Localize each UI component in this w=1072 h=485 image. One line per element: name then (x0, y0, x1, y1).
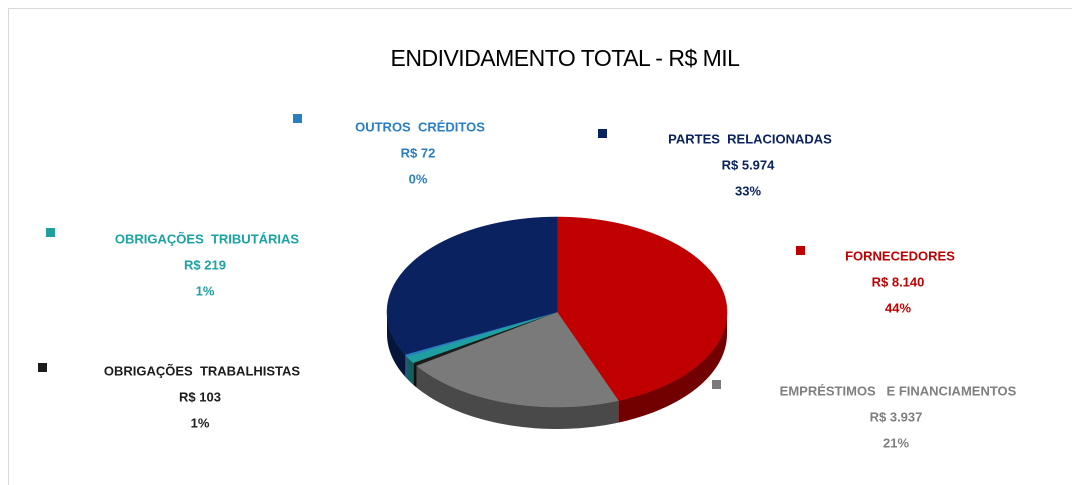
percent-label: 21% (883, 435, 909, 450)
legend-marker (796, 246, 805, 255)
legend-marker (38, 363, 47, 372)
legend-marker (46, 228, 55, 237)
value-label: R$ 103 (179, 389, 221, 404)
category-label: OBRIGAÇÕES TRIBUTÁRIAS (115, 231, 300, 246)
percent-label: 44% (885, 300, 911, 315)
pie-side (416, 365, 619, 429)
pie-side (618, 312, 727, 423)
value-label: R$ 3.937 (870, 409, 923, 424)
percent-label: 1% (191, 415, 210, 430)
pie-side (404, 354, 407, 379)
category-label: OUTROS CRÉDITOS (355, 119, 485, 134)
percent-label: 33% (735, 183, 761, 198)
percent-label: 1% (196, 283, 215, 298)
value-label: R$ 72 (401, 145, 436, 160)
legend-marker (598, 129, 607, 138)
legend-marker (293, 114, 302, 123)
category-label: FORNECEDORES (845, 248, 955, 263)
percent-label: 0% (409, 171, 428, 186)
value-label: R$ 219 (184, 257, 226, 272)
pie-slice (556, 216, 728, 401)
pie-side (413, 362, 417, 388)
value-label: R$ 8.140 (872, 274, 925, 289)
pie-side (406, 356, 414, 385)
pie-slice (386, 216, 558, 355)
legend-marker (712, 380, 721, 389)
chart-border (8, 8, 1072, 485)
category-label: OBRIGAÇÕES TRABALHISTAS (104, 363, 301, 378)
category-label: EMPRÉSTIMOS E FINANCIAMENTOS (780, 383, 1017, 398)
chart-title: ENDIVIDAMENTO TOTAL - R$ MIL (391, 45, 741, 71)
pie-slice (416, 311, 619, 408)
value-label: R$ 5.974 (722, 157, 776, 172)
pie-side (387, 312, 405, 377)
category-label: PARTES RELACIONADAS (668, 131, 832, 146)
